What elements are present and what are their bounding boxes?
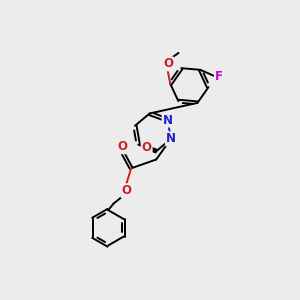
Text: O: O: [122, 184, 131, 197]
Text: N: N: [163, 113, 172, 127]
Text: N: N: [166, 132, 176, 146]
Text: F: F: [215, 70, 223, 83]
Text: O: O: [142, 141, 152, 154]
Text: O: O: [163, 57, 173, 70]
Text: O: O: [117, 140, 127, 153]
